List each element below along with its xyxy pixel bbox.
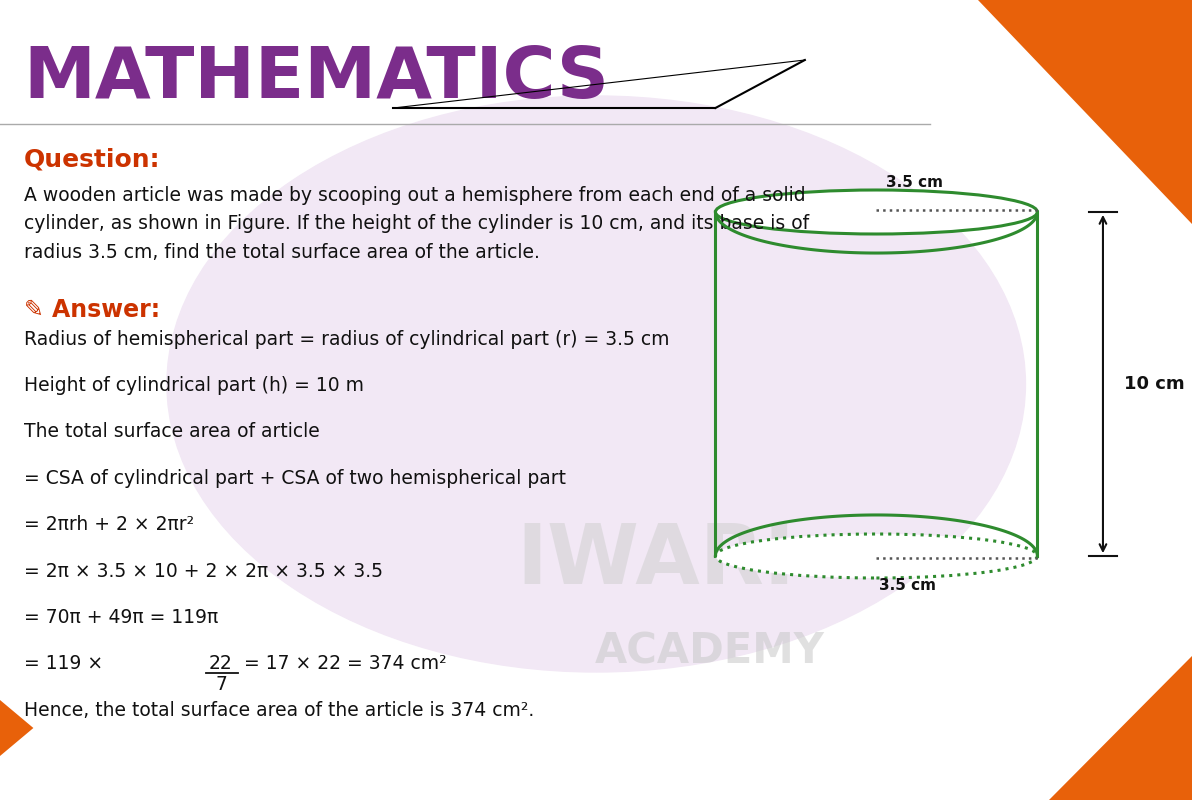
- Text: A wooden article was made by scooping out a hemisphere from each end of a solid
: A wooden article was made by scooping ou…: [24, 186, 809, 262]
- Polygon shape: [1049, 656, 1193, 800]
- Text: 3.5 cm: 3.5 cm: [878, 578, 936, 594]
- Text: 22: 22: [209, 654, 233, 674]
- Text: = CSA of cylindrical part + CSA of two hemispherical part: = CSA of cylindrical part + CSA of two h…: [24, 469, 566, 488]
- Text: ACADEMY: ACADEMY: [594, 631, 824, 673]
- Circle shape: [167, 96, 1026, 672]
- Text: Height of cylindrical part (h) = 10 m: Height of cylindrical part (h) = 10 m: [24, 376, 364, 395]
- Text: = 2πrh + 2 × 2πr²: = 2πrh + 2 × 2πr²: [24, 515, 194, 534]
- Text: The total surface area of article: The total surface area of article: [24, 422, 319, 442]
- Text: = 119 ×: = 119 ×: [24, 654, 109, 674]
- Text: = 2π × 3.5 × 10 + 2 × 2π × 3.5 × 3.5: = 2π × 3.5 × 10 + 2 × 2π × 3.5 × 3.5: [24, 562, 383, 581]
- Text: IWARI: IWARI: [516, 519, 796, 601]
- Text: ✎ Answer:: ✎ Answer:: [24, 298, 160, 322]
- Text: 7: 7: [216, 675, 228, 694]
- Text: 3.5 cm: 3.5 cm: [886, 174, 943, 190]
- Text: Radius of hemispherical part = radius of cylindrical part (r) = 3.5 cm: Radius of hemispherical part = radius of…: [24, 330, 670, 349]
- Text: = 17 × 22 = 374 cm²: = 17 × 22 = 374 cm²: [245, 654, 448, 674]
- Text: Hence, the total surface area of the article is 374 cm².: Hence, the total surface area of the art…: [24, 701, 534, 720]
- Text: 10 cm: 10 cm: [1124, 375, 1186, 393]
- Ellipse shape: [715, 190, 1037, 234]
- Text: Question:: Question:: [24, 148, 161, 172]
- Polygon shape: [978, 0, 1193, 224]
- Text: = 70π + 49π = 119π: = 70π + 49π = 119π: [24, 608, 218, 627]
- Ellipse shape: [715, 534, 1037, 578]
- Text: MATHEMATICS: MATHEMATICS: [24, 44, 610, 113]
- Polygon shape: [0, 700, 34, 756]
